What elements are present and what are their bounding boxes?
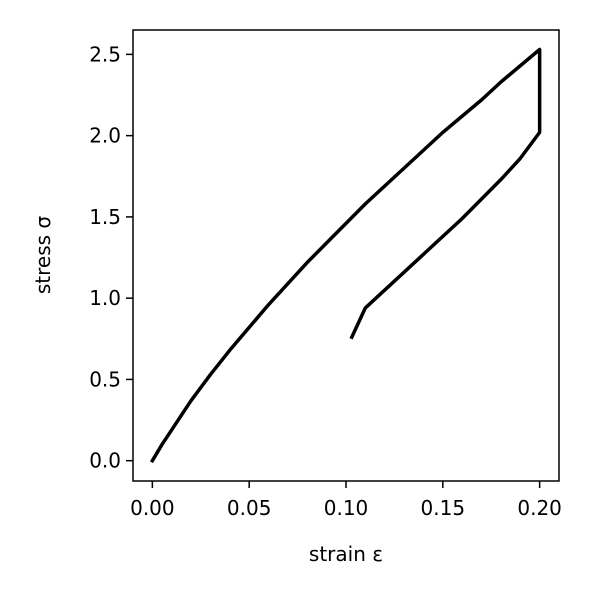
y-tick-label: 2.5 [89,42,121,66]
plot-frame [132,29,560,482]
series-line-0 [149,47,542,464]
y-axis: 0.0 0.5 1.0 1.5 2.0 2.5 [89,42,133,473]
y-tick-label: 1.0 [89,286,121,310]
y-tick-label: 2.0 [89,124,121,148]
x-tick-label: 0.05 [227,496,272,520]
x-tick-label: 0.10 [324,496,369,520]
y-axis-title: stress σ [31,216,55,295]
x-axis: 0.00 0.05 0.10 0.15 0.20 [130,481,562,520]
plot-area [149,47,542,464]
x-tick-label: 0.20 [517,496,562,520]
x-tick-label: 0.15 [421,496,466,520]
y-tick-label: 1.5 [89,205,121,229]
y-tick-label: 0.0 [89,449,121,473]
x-axis-title: strain ε [309,542,383,566]
x-tick-label: 0.00 [130,496,175,520]
y-tick-label: 0.5 [89,367,121,391]
